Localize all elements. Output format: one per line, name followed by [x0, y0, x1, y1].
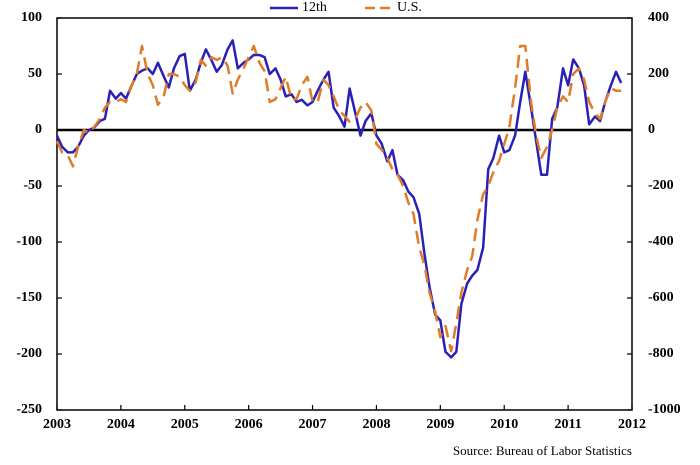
y-tick-label: 100	[21, 10, 42, 25]
legend-label: 12th	[302, 0, 327, 15]
y-tick-label: -250	[16, 402, 42, 417]
y2-tick-label: -800	[648, 346, 674, 361]
series-line	[55, 39, 623, 359]
y-tick-label: -50	[23, 178, 42, 193]
x-tick-label: 2007	[299, 417, 327, 432]
y2-tick-label: 400	[648, 10, 669, 25]
x-tick-label: 2011	[554, 417, 581, 432]
plot-frame	[56, 17, 633, 411]
y2-tick-label: -400	[648, 234, 674, 249]
y2-tick-label: 0	[648, 122, 655, 137]
y-tick-label: -200	[16, 346, 42, 361]
legend-label: U.S.	[397, 0, 422, 15]
x-tick-label: 2006	[235, 417, 263, 432]
y2-tick-label: -200	[648, 178, 674, 193]
y-tick-label: 50	[28, 66, 42, 81]
y2-tick-label: -600	[648, 290, 674, 305]
x-tick-label: 2004	[107, 417, 135, 432]
x-tick-label: 2009	[426, 417, 454, 432]
x-tick-label: 2003	[43, 417, 71, 432]
y2-tick-label: 200	[648, 66, 669, 81]
y-tick-label: 0	[35, 122, 42, 137]
y2-tick-label: -1000	[648, 402, 681, 417]
y-tick-label: -150	[16, 290, 42, 305]
series-line	[55, 44, 622, 353]
x-tick-label: 2010	[490, 417, 518, 432]
y-tick-label: -100	[16, 234, 42, 249]
x-tick-label: 2005	[171, 417, 199, 432]
x-tick-label: 2008	[362, 417, 390, 432]
source-note: Source: Bureau of Labor Statistics	[453, 443, 632, 458]
x-tick-label: 2012	[618, 417, 646, 432]
